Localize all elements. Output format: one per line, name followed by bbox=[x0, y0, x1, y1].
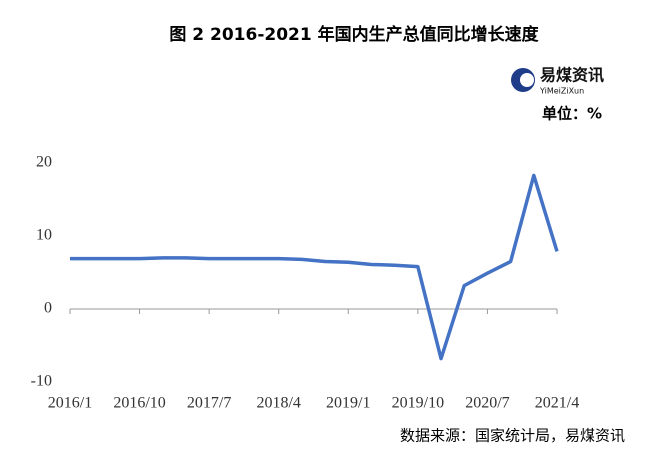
unit-label: 单位：% bbox=[542, 105, 602, 123]
x-tick-label: 2018/4 bbox=[256, 395, 300, 412]
logo-icon-inner bbox=[520, 73, 534, 87]
source: 数据来源：国家统计局，易煤资讯 bbox=[400, 427, 625, 445]
y-tick-label: 20 bbox=[36, 154, 52, 171]
x-tick-label: 2016/10 bbox=[113, 395, 165, 412]
y-tick-label: -10 bbox=[31, 373, 52, 390]
logo: 易煤资讯 YiMeiZiXun bbox=[511, 66, 604, 96]
x-tick-label: 2019/10 bbox=[392, 395, 444, 412]
y-tick-label: 0 bbox=[44, 300, 52, 317]
line bbox=[70, 173, 559, 361]
x-tick-label: 2016/1 bbox=[48, 395, 92, 412]
x-tick-label: 2019/1 bbox=[326, 395, 370, 412]
y-tick-label: 10 bbox=[36, 227, 52, 244]
logo-sub: YiMeiZiXun bbox=[539, 87, 584, 96]
x-tick-label: 2021/4 bbox=[535, 395, 579, 412]
x-tick-label: 2020/7 bbox=[465, 395, 509, 412]
chart-title: 图 2 2016-2021 年国内生产总值同比增长速度 bbox=[169, 24, 539, 45]
x-tick-label: 2017/7 bbox=[187, 395, 231, 412]
logo-name: 易煤资讯 bbox=[540, 66, 604, 85]
